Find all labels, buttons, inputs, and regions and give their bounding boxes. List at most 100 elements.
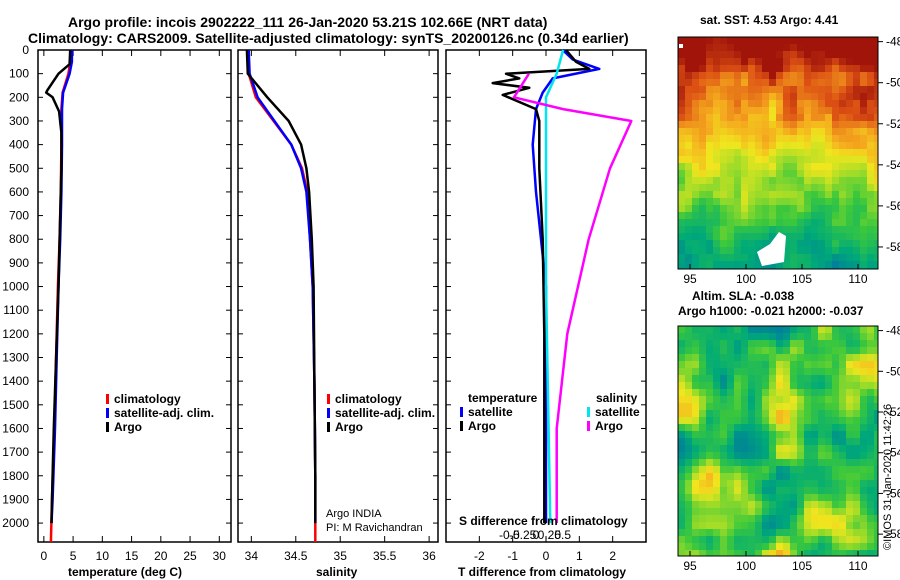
map-cell — [699, 65, 706, 72]
map-cell — [853, 58, 860, 65]
map-cell — [818, 135, 825, 142]
map-cell — [734, 121, 741, 128]
map-cell — [825, 536, 832, 543]
map-cell — [706, 191, 713, 198]
map-cell — [713, 107, 720, 114]
map-cell — [811, 163, 818, 170]
map-cell — [818, 445, 825, 452]
map-cell — [748, 121, 755, 128]
map-cell — [804, 135, 811, 142]
map-cell — [860, 466, 867, 473]
map-cell — [755, 543, 762, 550]
map-cell — [825, 445, 832, 452]
map-cell — [762, 536, 769, 543]
map-cell — [832, 375, 839, 382]
map-cell — [678, 452, 685, 459]
map-cell — [853, 212, 860, 219]
map-cell — [748, 212, 755, 219]
map-cell — [692, 522, 699, 529]
map-cell — [720, 219, 727, 226]
map-cell — [783, 382, 790, 389]
map-cell — [839, 326, 846, 333]
map-cell — [685, 163, 692, 170]
map-cell — [678, 261, 685, 268]
map-cell — [874, 431, 878, 438]
map-cell — [874, 163, 878, 170]
map-cell — [825, 333, 832, 340]
map-cell — [762, 226, 769, 233]
map-cell — [818, 473, 825, 480]
map-cell — [839, 550, 846, 556]
map-cell — [839, 100, 846, 107]
map-cell — [797, 326, 804, 333]
map-cell — [825, 198, 832, 205]
map-x-tick-label: 100 — [736, 559, 756, 573]
map-cell — [720, 431, 727, 438]
map-cell — [769, 37, 776, 44]
map-cell — [825, 135, 832, 142]
map-cell — [797, 396, 804, 403]
map-cell — [818, 480, 825, 487]
map-cell — [853, 149, 860, 156]
map-cell — [692, 142, 699, 149]
map-cell — [804, 191, 811, 198]
map-cell — [699, 459, 706, 466]
map-cell — [755, 156, 762, 163]
map-cell — [811, 79, 818, 86]
map-cell — [762, 240, 769, 247]
map-cell — [867, 459, 874, 466]
map-cell — [839, 247, 846, 254]
map-cell — [776, 163, 783, 170]
map-cell — [874, 261, 878, 268]
map-cell — [776, 536, 783, 543]
map-cell — [776, 361, 783, 368]
map-cell — [818, 368, 825, 375]
map-cell — [797, 170, 804, 177]
map-cell — [727, 121, 734, 128]
map-cell — [692, 410, 699, 417]
map-cell — [825, 550, 832, 556]
map-cell — [825, 515, 832, 522]
map-cell — [825, 354, 832, 361]
map-cell — [853, 135, 860, 142]
map-cell — [853, 170, 860, 177]
map-cell — [853, 487, 860, 494]
map-cell — [804, 543, 811, 550]
map-cell — [783, 368, 790, 375]
map-cell — [790, 233, 797, 240]
map-cell — [776, 340, 783, 347]
map-cell — [734, 522, 741, 529]
map-cell — [713, 445, 720, 452]
map-cell — [741, 58, 748, 65]
map-cell — [727, 107, 734, 114]
map-cell — [741, 86, 748, 93]
map-cell — [860, 368, 867, 375]
map-cell — [748, 424, 755, 431]
map-cell — [727, 550, 734, 556]
map-cell — [783, 149, 790, 156]
map-cell — [825, 44, 832, 51]
map-cell — [874, 459, 878, 466]
map-cell — [706, 86, 713, 93]
map-cell — [790, 170, 797, 177]
map-cell — [832, 240, 839, 247]
map-cell — [797, 550, 804, 556]
depth-tick-label: 1200 — [2, 327, 29, 341]
map-cell — [776, 403, 783, 410]
map-cell — [818, 212, 825, 219]
map-cell — [706, 44, 713, 51]
map-cell — [734, 459, 741, 466]
map-cell — [741, 247, 748, 254]
map-cell — [818, 37, 825, 44]
map-cell — [769, 375, 776, 382]
map-cell — [853, 459, 860, 466]
map-cell — [818, 375, 825, 382]
map-cell — [720, 354, 727, 361]
map-cell — [839, 93, 846, 100]
map-cell — [741, 198, 748, 205]
map-cell — [846, 65, 853, 72]
legend-label-argo: Argo — [114, 420, 142, 434]
map-cell — [706, 529, 713, 536]
legend-swatch-satellite — [327, 408, 330, 418]
map-cell — [748, 65, 755, 72]
